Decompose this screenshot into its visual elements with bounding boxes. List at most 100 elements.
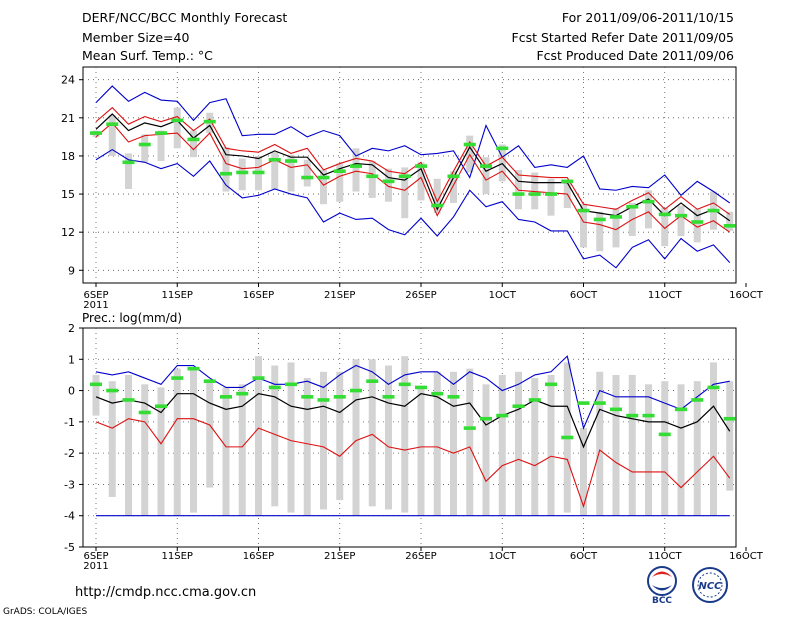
precip-ytick-label: -2	[64, 447, 75, 460]
temp-series-p90	[95, 106, 731, 215]
temp-range-bar	[580, 204, 587, 248]
temp-range-bar	[677, 205, 685, 236]
temp-control-marker	[723, 224, 736, 228]
temp-range-bar	[157, 130, 165, 162]
temp-range-bar	[547, 178, 555, 216]
temp-range-bar	[271, 152, 279, 189]
precip-range-bar	[450, 371, 457, 516]
temp-control-marker	[577, 208, 590, 213]
precip-control-marker	[545, 382, 557, 387]
bcc-logo-text: BCC	[652, 596, 672, 606]
precip-range-bar	[385, 365, 392, 510]
precip-control-marker	[220, 395, 232, 399]
precip-ytick-label: -5	[64, 541, 75, 554]
precip-range-bar	[417, 387, 425, 516]
temp-range-bar	[173, 107, 181, 149]
precip-range-bar	[482, 384, 490, 516]
precip-control-marker	[171, 376, 184, 380]
precip-control-marker	[463, 426, 476, 430]
precip-range-bar	[238, 384, 246, 516]
temp-xtick-label: 1OCT	[489, 290, 517, 301]
precip-xtick-label: 21SEP	[324, 551, 355, 562]
precip-range-bar	[92, 374, 100, 416]
precip-range-bar	[368, 359, 376, 507]
temp-control-marker	[675, 213, 687, 218]
precip-control-marker	[398, 382, 411, 387]
precip-ytick-label: 1	[68, 353, 75, 366]
precip-control-marker	[642, 413, 655, 418]
temp-control-marker	[382, 179, 395, 184]
precip-control-marker	[561, 435, 574, 440]
start-date: Fcst Started Refer Date 2011/09/05	[511, 30, 735, 45]
temp-range-bar	[401, 167, 409, 219]
precip-control-marker	[155, 404, 167, 409]
precip-control-marker	[496, 413, 509, 418]
precip-series-p10	[95, 418, 731, 509]
temp-range-bar	[368, 161, 376, 198]
precip-range-bar	[531, 378, 539, 516]
precip-xtick-label: 6OCT	[570, 551, 598, 562]
temp-range-bar	[693, 209, 701, 243]
temp-xtick-label: 11SEP	[162, 290, 193, 301]
precip-series-max	[95, 355, 730, 430]
temp-control-marker	[106, 122, 119, 126]
temp-control-marker	[187, 137, 200, 142]
temp-control-marker	[268, 157, 281, 162]
precip-range-bar	[320, 371, 327, 510]
bcc-logo-ring	[647, 566, 677, 596]
precip-year-label: 2011	[83, 561, 108, 572]
precip-range-bar	[612, 374, 620, 516]
precip-control-marker	[301, 395, 314, 399]
precip-range-bar	[336, 371, 344, 501]
precip-range-bar	[498, 374, 506, 516]
temp-xtick-label: 21SEP	[324, 290, 355, 301]
temp-control-marker	[561, 179, 574, 184]
precip-range-bar	[628, 374, 636, 516]
temp-control-marker	[171, 118, 184, 123]
precip-range-bar	[108, 381, 116, 497]
precip-ytick-label: -4	[64, 510, 75, 523]
bcc-logo-swirl-bottom	[652, 585, 672, 591]
precip-range-bar	[645, 384, 652, 516]
temp-control-marker	[626, 204, 639, 209]
temp-frame	[82, 66, 737, 284]
temp-series-min	[95, 148, 731, 269]
temp-range-bar	[596, 211, 604, 252]
precip-range-bar	[206, 381, 214, 488]
temp-range-bar	[336, 163, 344, 202]
temp-range-bar	[563, 182, 571, 209]
temp-control-marker	[220, 171, 232, 176]
temp-control-marker	[350, 164, 362, 168]
precip-range-bar	[693, 381, 701, 516]
bcc-logo-swirl-top	[652, 571, 672, 577]
temp-range-bar	[385, 168, 392, 202]
precip-control-marker	[577, 401, 590, 405]
temp-range-bar	[320, 169, 327, 205]
precip-range-bar	[433, 371, 441, 516]
temp-control-marker	[691, 220, 704, 224]
temp-control-marker	[480, 164, 492, 168]
precip-range-bar	[596, 371, 604, 516]
temp-range-bar	[141, 134, 149, 163]
precip-range-bar	[173, 368, 181, 516]
precip-range-bar	[255, 356, 262, 516]
temp-series-max	[95, 85, 731, 204]
precip-control-marker	[187, 366, 200, 371]
temp-range-bar	[287, 154, 295, 192]
precip-control-marker	[626, 413, 639, 418]
temp-control-marker	[496, 146, 509, 151]
temp-range-bar	[417, 162, 425, 201]
precip-range-bar	[710, 362, 717, 516]
precip-control-marker	[350, 388, 362, 393]
temp-control-marker	[203, 119, 216, 124]
temp-range-bar	[352, 148, 360, 192]
precip-range-bar	[141, 384, 149, 516]
temp-control-marker	[642, 199, 655, 204]
precip-control-marker	[528, 398, 541, 402]
chart-title: DERF/NCC/BCC Monthly Forecast	[82, 10, 288, 25]
temp-series-p10	[95, 122, 731, 233]
temp-range-bar	[222, 147, 230, 192]
precip-ytick-label: 2	[68, 322, 75, 335]
temperature-panel: 9 12 15 18 21 24 6SEP 11SEP 16SEP 21SEP 26SEP 1OCT 6…	[61, 66, 764, 311]
